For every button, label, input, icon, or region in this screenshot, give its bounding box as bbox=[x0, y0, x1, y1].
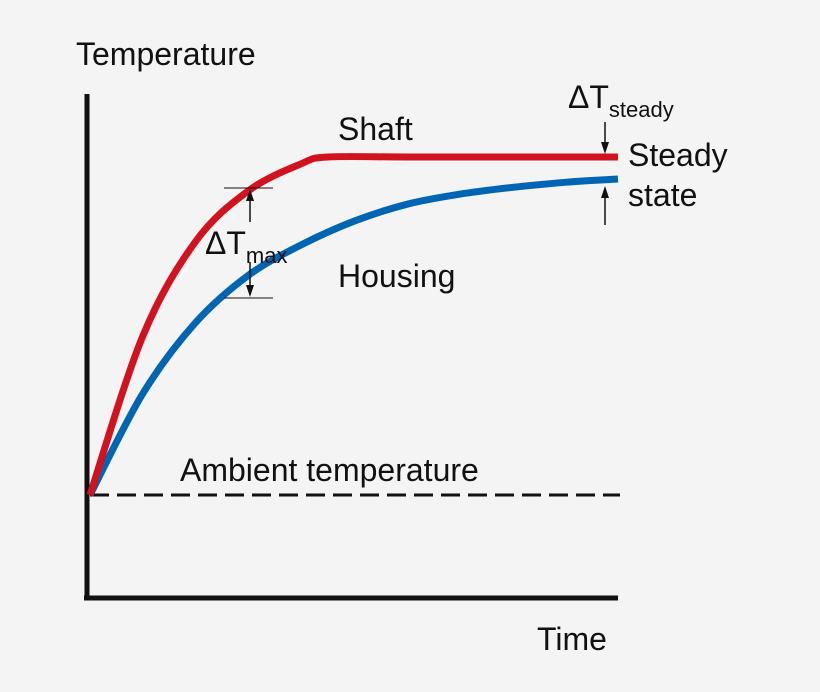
steady-state-line2: state bbox=[628, 177, 697, 213]
dt-steady-bottom-arrow bbox=[601, 186, 609, 198]
series-shaft-line bbox=[86, 153, 618, 497]
dt-max-lower-arrow bbox=[246, 285, 254, 297]
dt-steady-symbol: ΔT bbox=[568, 79, 609, 115]
shaft-label: Shaft bbox=[338, 111, 413, 147]
dt-steady-label: ΔTsteady bbox=[568, 79, 674, 122]
dt-max-symbol: ΔT bbox=[205, 225, 246, 261]
x-axis-label: Time bbox=[537, 621, 607, 657]
dt-max-upper-arrow bbox=[246, 189, 254, 201]
series-housing-line bbox=[86, 175, 619, 497]
dt-steady-marker bbox=[601, 122, 609, 225]
y-axis-label: Temperature bbox=[76, 36, 256, 72]
dt-max-subscript: max bbox=[246, 243, 288, 268]
dt-steady-subscript: steady bbox=[609, 97, 674, 122]
dt-max-label: ΔTmax bbox=[205, 225, 287, 268]
dt-max-marker bbox=[224, 187, 273, 299]
ambient-label: Ambient temperature bbox=[180, 452, 479, 488]
steady-state-line1: Steady bbox=[628, 137, 728, 173]
housing-label: Housing bbox=[338, 258, 455, 294]
dt-steady-top-arrow bbox=[601, 142, 609, 154]
